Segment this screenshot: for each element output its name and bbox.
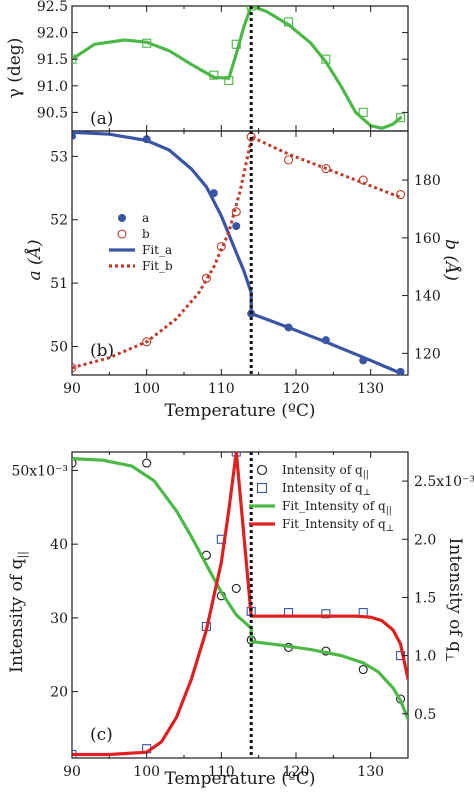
data-point-open [283,155,294,165]
panel-b-right-axis-label: b (Å) [441,239,462,281]
panel-b-label: (b) [90,341,114,361]
panel-c-right-axis-label: Intensity of q⊥ [443,538,465,663]
panel-c-y-axis-label: Intensity of q|| [7,551,30,673]
panel-c-label: (c) [90,725,113,745]
y-tick-label: 53 [50,149,68,165]
y-right-tick-label: 120 [414,346,441,362]
legend-marker [118,214,126,222]
legend-label: Fit_a [142,243,172,257]
x-tick-label: 120 [283,764,310,780]
y-right-tick-label: 1.0 [414,649,436,665]
x-tick-label: 100 [133,764,160,780]
panel-a-label: (a) [90,109,113,129]
legend-label-text: Fit_b [142,259,173,273]
data-point-square [395,113,406,123]
data-point-open [395,189,406,200]
y-tick-label: 52 [50,213,68,229]
y-right-tick-label: 1.5 [414,590,436,606]
plot-area-1 [72,131,406,375]
y-tick-label: 91.0 [37,79,68,95]
legend: Intensity of q||Intensity of q⊥Fit_Inten… [249,463,394,534]
series-line-fit-0 [72,6,403,130]
y-tick-label: 40 [50,537,68,553]
legend-label: b [142,227,150,241]
y-tick-label: 20 [50,685,68,701]
y-right-tick-label: 0.5 [414,707,436,723]
legend-label: a [142,211,149,225]
legend-label-text: Intensity of q [282,463,363,477]
series-line-fit-intensity-of-q- [72,452,408,757]
panel-c-x-axis-label: Temperature (ºC) [164,769,315,789]
data-point-filled [72,132,76,141]
legend-marker [117,229,127,239]
legend-label: Intensity of q⊥ [282,481,371,498]
legend-marker [256,482,268,494]
panel-b-y-axis-label: a (Å) [24,239,45,280]
panel-b-frame [71,130,409,376]
panel-b-x-axis-label: Temperature (ºC) [164,401,315,421]
legend-label-text: b [142,227,150,241]
data-point-open [142,337,152,347]
y-tick-label: 51 [50,276,68,292]
x-tick-label: 110 [208,381,235,397]
panel-b-lattice: 90 100 110 120 130 50 51 52 53 120 140 160 180 ab Fit_… [24,130,462,421]
data-point-open [142,458,152,468]
legend-label-sub: || [386,506,392,516]
x-tick-label: 110 [208,764,235,780]
data-point-square [321,609,331,619]
data-point-open [231,583,241,593]
legend-label-sub: ⊥ [363,488,371,498]
panel-c-intensity: 90 100 110 120 130 20 30 40 50x10⁻³ 0.5 1.0 1.5 2.0 2… [7,451,474,789]
data-point-filled [232,222,241,231]
legend-label-text: a [142,211,149,225]
y-tick-label: 91.5 [37,52,68,68]
data-point-open [72,363,77,373]
x-tick-label: 100 [133,381,160,397]
series-line-fit-a [72,131,403,375]
series-line-fit-b [72,135,402,370]
y-tick-label: 92.0 [37,26,68,42]
y-right-tick-label: 2.0 [414,532,436,548]
legend-label: Fit_Intensity of q⊥ [282,517,394,534]
y-tick-label: 30 [50,611,68,627]
panel-a-content: 90.5 91.0 91.5 92.0 92.5 [37,0,409,131]
x-tick-label: 130 [357,764,384,780]
y-right-tick-label: 160 [414,231,441,247]
y-right-tick-label: 140 [414,289,441,305]
x-tick-label: 90 [63,764,81,780]
y-tick-label: 50x10⁻³ [11,463,68,479]
legend-label: Fit_Intensity of q|| [282,499,392,516]
legend-label-text: Fit_Intensity of q [282,517,386,531]
y-tick-label: 92.5 [37,0,68,15]
x-tick-label: 90 [63,381,81,397]
data-point-open [231,207,241,217]
panel-a-y-axis-label: γ (deg) [5,38,25,99]
x-tick-label: 130 [357,381,384,397]
legend-label-sub: || [363,470,369,480]
panel-c-content: 90 100 110 120 130 20 30 40 50x10⁻³ 0.5 1.0 1.5 2.0 2… [11,452,474,780]
legend-marker [256,464,268,476]
y-tick-label: 90.5 [37,105,68,121]
legend: ab Fit_a Fit_b [109,211,173,273]
legend-label: Intensity of q|| [282,463,369,480]
legend-label-sub: ⊥ [386,524,394,534]
legend-label: Fit_b [142,259,173,273]
y-right-tick-label: 180 [414,173,441,189]
panel-a-gamma: 90.5 91.0 91.5 92.0 92.5 γ (deg) (a) [5,0,409,132]
y-tick-label: 50 [50,339,68,355]
legend-label-text: Intensity of q [282,481,363,495]
panel-b-content: 90 100 110 120 130 50 51 52 53 120 140 160 180 ab Fit_… [50,131,441,397]
x-tick-label: 120 [283,381,310,397]
legend-label-text: Fit_a [142,243,172,257]
data-point-square [358,107,368,117]
data-point-open [72,458,77,468]
data-point-open [358,664,368,675]
y-right-tick-label: 2.5x10⁻³ [414,474,474,490]
data-point-open [321,163,331,174]
legend-label-text: Fit_Intensity of q [282,499,386,513]
